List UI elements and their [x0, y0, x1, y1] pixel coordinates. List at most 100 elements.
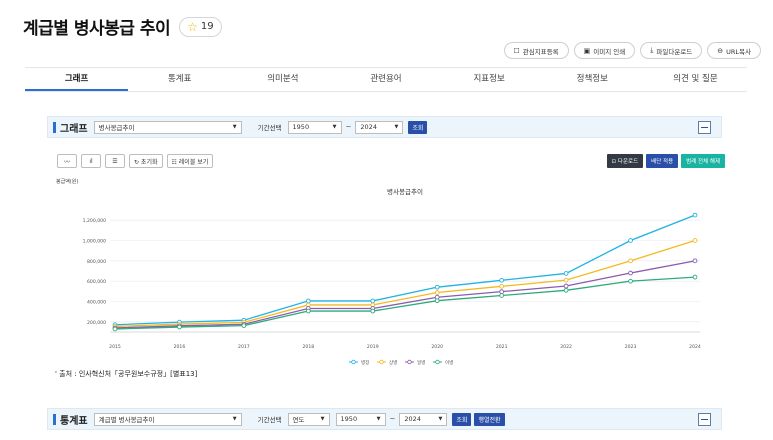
data-point: [370, 308, 376, 314]
y-tick-label: 1,000,000: [83, 239, 106, 245]
legend-label: 상병: [389, 359, 397, 366]
data-point: [499, 277, 505, 283]
x-tick-label: 2017: [238, 344, 250, 350]
table-unit-select[interactable]: 연도 ▼: [287, 412, 330, 426]
chevron-down-icon: ▼: [394, 124, 399, 130]
chevron-down-icon: ▼: [376, 416, 381, 422]
data-point: [305, 298, 311, 304]
data-point: [628, 238, 633, 243]
tab-graph[interactable]: 그래프: [25, 68, 129, 91]
bookmark-label: 관심지표등록: [522, 47, 559, 56]
graph-start-year-select[interactable]: 1950 ▼: [287, 120, 342, 134]
range-tilde: ~: [389, 415, 396, 423]
graph-start-year-value: 1950: [292, 123, 310, 131]
table-section-title: 통계표: [60, 415, 88, 427]
print-image-button[interactable]: ▣ 이미지 인쇄: [573, 42, 636, 59]
url-copy-label: URL복사: [726, 47, 751, 56]
y-axis-label: 봉급액(원): [56, 178, 78, 185]
tab-related-terms[interactable]: 관련용어: [370, 74, 402, 84]
legend-swatch-dot: [435, 359, 440, 365]
tab-analysis[interactable]: 의미분석: [267, 74, 299, 84]
data-point: [563, 283, 569, 289]
chevron-down-icon: ▼: [332, 124, 337, 130]
data-point: [305, 308, 311, 314]
label-view-button[interactable]: ☷ 레이블 보기: [166, 154, 214, 168]
data-point: [692, 238, 698, 243]
tab-policy-info[interactable]: 정책정보: [576, 74, 608, 84]
chevron-down-icon: ▼: [320, 416, 325, 422]
table-start-year-select[interactable]: 1950 ▼: [335, 412, 386, 426]
series-line-일병: [114, 260, 696, 329]
graph-end-year-select[interactable]: 2024 ▼: [355, 120, 404, 134]
tab-stat-table[interactable]: 통계표: [167, 74, 192, 84]
chart-action-toolbar: ⊡ 다운로드 배단 적용 범례 전체 해제: [606, 154, 725, 168]
data-point: [563, 287, 569, 293]
hbar-chart-button[interactable]: ☰: [105, 154, 125, 168]
y-tick-label: 1,200,000: [83, 218, 106, 224]
bookmark-indicator-button[interactable]: ☐ 관심지표등록: [503, 42, 569, 59]
print-icon: ▣: [583, 46, 591, 55]
graph-section-title: 그래프: [60, 123, 88, 135]
table-search-button[interactable]: 조회: [452, 412, 472, 426]
graph-search-button[interactable]: 조회: [408, 120, 428, 134]
star-icon: ☆: [187, 19, 198, 34]
graph-period-label: 기간선택: [257, 124, 282, 132]
series-line-이병: [114, 276, 696, 330]
series-line-병장: [114, 214, 696, 326]
y-tick-label: 200,000: [87, 320, 106, 326]
minus-icon: [701, 127, 708, 128]
file-download-button[interactable]: ⤓ 파일다운로드: [640, 42, 703, 59]
y-tick-label: 800,000: [87, 259, 106, 265]
chevron-down-icon: ▼: [232, 124, 237, 130]
graph-collapse-button[interactable]: [698, 121, 711, 134]
graph-section-header: 그래프 병사봉급추이 ▼ 기간선택 1950 ▼ ~ 2024 ▼ 조회: [47, 116, 722, 138]
favorite-button[interactable]: ☆ 19: [179, 16, 222, 37]
data-point: [628, 270, 633, 276]
chart-download-button[interactable]: ⊡ 다운로드: [606, 154, 644, 168]
chart-title: 병사봉급추이: [387, 187, 423, 196]
utility-toolbar: ☐ 관심지표등록 ▣ 이미지 인쇄 ⤓ 파일다운로드 ⊖ URL복사: [503, 42, 761, 59]
data-point: [112, 326, 118, 332]
table-end-year-select[interactable]: 2024 ▼: [399, 412, 448, 426]
legend-label: 이병: [445, 359, 453, 366]
data-point: [370, 298, 376, 304]
favorite-count: 19: [200, 21, 214, 32]
data-point: [692, 212, 698, 218]
data-point: [499, 293, 505, 298]
x-tick-label: 2016: [174, 344, 186, 350]
apply-button[interactable]: 배단 적용: [646, 154, 679, 168]
table-unit-value: 연도: [292, 416, 305, 424]
legend-label: 일병: [417, 359, 425, 366]
y-tick-label: 600,000: [87, 279, 106, 285]
salary-line-chart: 봉급액(원) 병사봉급추이 200,000 400,000 600,000 800,000…: [56, 178, 701, 366]
table-end-year-value: 2024: [404, 415, 421, 423]
graph-end-year-value: 2024: [360, 123, 377, 131]
legend-label: 병장: [361, 359, 370, 366]
graph-series-select[interactable]: 병사봉급추이 ▼: [93, 120, 242, 134]
table-period-label: 기간선택: [257, 416, 282, 424]
x-tick-label: 2022: [560, 344, 572, 350]
x-tick-label: 2015: [109, 344, 121, 350]
file-download-label: 파일다운로드: [656, 47, 693, 56]
reset-button[interactable]: ↻ 초기화: [129, 154, 163, 168]
table-collapse-button[interactable]: [698, 413, 711, 426]
transpose-button[interactable]: 행열전환: [474, 412, 505, 426]
data-point: [692, 258, 698, 264]
print-label: 이미지 인쇄: [593, 47, 626, 56]
table-series-value: 계급별 병사봉급추이: [98, 416, 155, 424]
tab-indicator-info[interactable]: 지표정보: [473, 74, 505, 84]
line-chart-button[interactable]: 〰: [57, 154, 77, 168]
url-copy-button[interactable]: ⊖ URL복사: [707, 42, 761, 59]
minus-icon: [701, 419, 708, 420]
tab-feedback[interactable]: 의견 및 질문: [673, 74, 718, 84]
page-title: 계급별 병사봉급 추이: [23, 19, 171, 39]
legend-clear-button[interactable]: 범례 전체 해제: [681, 154, 725, 168]
bar-chart-button[interactable]: ıl: [81, 154, 101, 168]
chevron-down-icon: ▼: [232, 416, 237, 422]
data-point: [692, 274, 698, 280]
section-marker: [53, 413, 56, 425]
table-series-select[interactable]: 계급별 병사봉급추이 ▼: [93, 412, 242, 426]
chevron-down-icon: ▼: [438, 416, 443, 422]
data-point: [499, 289, 505, 294]
bookmark-icon: ☐: [513, 46, 520, 55]
